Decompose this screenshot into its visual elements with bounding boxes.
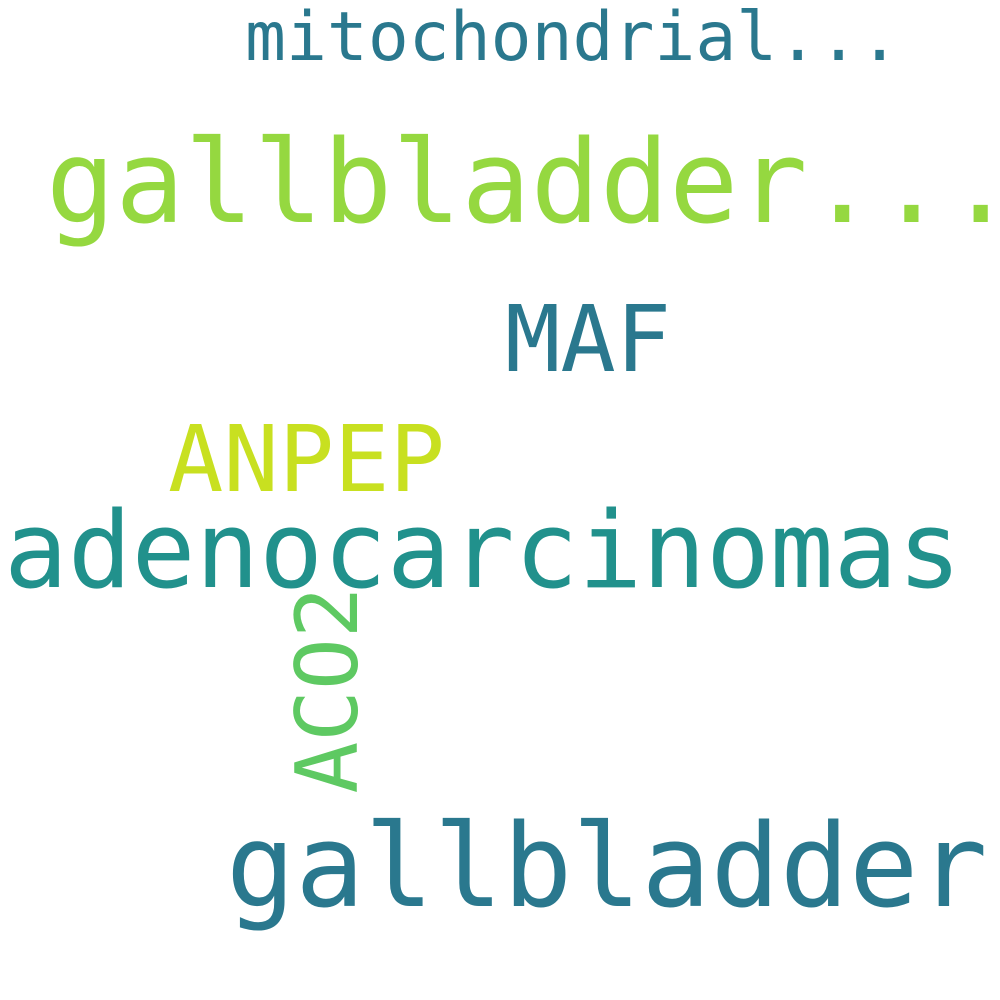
word-gallbladder: gallbladder [226, 800, 988, 934]
word-adenocarcinomas: adenocarcinomas [4, 489, 962, 612]
word-maf: MAF [505, 286, 672, 393]
word-aco2: ACO2 [278, 586, 378, 794]
word-mitochondrial: mitochondrial... [245, 0, 901, 77]
word-gallbladder-ellipsis: gallbladder... [46, 116, 1000, 250]
word-anpep: ANPEP [168, 406, 445, 513]
